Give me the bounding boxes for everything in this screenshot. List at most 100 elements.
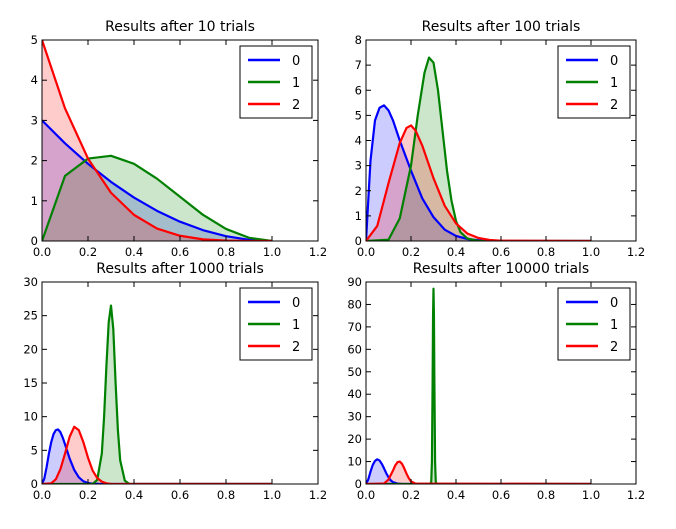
y-tick-label: 30 [23, 275, 38, 289]
series-2-line [42, 425, 272, 484]
x-tick-label: 0.6 [492, 245, 510, 259]
y-tick-label: 30 [347, 410, 362, 424]
subplot-1: 0.0 0.2 0.4 0.6 0.8 1.0 1.2 0 1 2 3 4 5 6 7 8 Results af… [355, 19, 645, 259]
x-tick-label: 0.6 [171, 245, 189, 259]
subplot-2: 0.0 0.2 0.4 0.6 0.8 1.0 1.2051015202530Results… [23, 261, 327, 502]
subplot-3: 0.0 0.2 0.4 0.6 0.8 1.0 1.20102030405060708090… [347, 261, 645, 502]
y-tick-label: 2 [31, 154, 38, 168]
x-tick-label: 0.4 [125, 245, 143, 259]
legend: 0 1 2 [557, 45, 631, 119]
plot-area [366, 287, 592, 484]
chart-title: Results after 10 trials [105, 19, 255, 35]
legend: 0 1 2 [239, 45, 313, 119]
series-0-fill [42, 120, 272, 241]
legend-label-2: 2 [610, 98, 618, 113]
x-tick-label: 0.0 [33, 245, 51, 259]
series-2-line [366, 124, 592, 241]
x-tick-label: 0.0 [33, 488, 51, 502]
x-tick-label: 0.4 [447, 488, 465, 502]
legend-label-1: 1 [292, 76, 300, 91]
x-tick-label: 0.4 [125, 488, 143, 502]
series-0-line [42, 119, 273, 241]
y-tick-label: 15 [23, 376, 38, 390]
x-tick-label: 0.4 [447, 245, 465, 259]
x-tick-label: 1.2 [309, 245, 327, 259]
y-tick-label: 20 [23, 342, 38, 356]
series-1-fill [366, 57, 591, 241]
y-tick-label: 0 [31, 477, 38, 491]
series-2-fill [366, 461, 591, 484]
x-tick-label: 0.6 [171, 488, 189, 502]
series-2-fill [42, 40, 272, 241]
x-tick-label: 0.8 [537, 245, 555, 259]
x-tick-label: 0.2 [79, 245, 97, 259]
x-tick-label: 1.0 [582, 245, 600, 259]
x-tick-label: 1.2 [627, 488, 645, 502]
y-tick-label: 25 [23, 309, 38, 323]
subplot-0: 0.0 0.2 0.4 0.6 0.8 1.0 1.2 0 1 2 3 4 5 Results after… [31, 19, 327, 259]
x-tick-label: 0.0 [357, 245, 375, 259]
x-tick-label: 1.0 [263, 245, 281, 259]
y-tick-label: 40 [347, 387, 362, 401]
y-tick-label: 7 [355, 58, 362, 72]
chart-title: Results after 10000 trials [413, 261, 589, 277]
series-1-line [42, 154, 273, 241]
legend-label-2: 2 [292, 340, 300, 355]
x-tick-label: 1.0 [263, 488, 281, 502]
x-tick-label: 0.6 [492, 488, 510, 502]
legend-label-0: 0 [610, 296, 618, 311]
series-0-fill [366, 105, 591, 241]
y-tick-label: 60 [347, 342, 362, 356]
x-tick-label: 0.2 [79, 488, 97, 502]
legend-label-2: 2 [610, 340, 618, 355]
x-tick-label: 1.0 [582, 488, 600, 502]
y-tick-label: 1 [355, 209, 362, 223]
y-tick-label: 5 [355, 108, 362, 122]
y-tick-label: 10 [23, 410, 38, 424]
y-tick-label: 6 [355, 83, 362, 97]
legend-label-1: 1 [292, 318, 300, 333]
legend-label-1: 1 [610, 76, 618, 91]
x-tick-label: 1.2 [627, 245, 645, 259]
y-tick-label: 3 [355, 159, 362, 173]
chart-title: Results after 1000 trials [96, 261, 264, 277]
x-tick-label: 0.0 [357, 488, 375, 502]
series-1-line [366, 287, 591, 484]
y-tick-label: 50 [347, 365, 362, 379]
y-tick-label: 0 [355, 234, 362, 248]
y-tick-label: 4 [31, 73, 38, 87]
plot-area [366, 56, 592, 241]
x-tick-label: 0.2 [402, 245, 420, 259]
y-tick-label: 70 [347, 320, 362, 334]
legend: 0 1 2 [239, 287, 313, 361]
y-tick-label: 10 [347, 455, 362, 469]
x-tick-label: 1.2 [309, 488, 327, 502]
y-tick-label: 5 [31, 443, 38, 457]
y-tick-label: 0 [31, 234, 38, 248]
legend: 0 1 2 [557, 287, 631, 361]
series-2-fill [366, 125, 591, 241]
series-2-fill [42, 426, 272, 484]
plot-area [42, 40, 273, 241]
series-1-fill [366, 288, 591, 484]
legend-label-1: 1 [610, 318, 618, 333]
y-tick-label: 2 [355, 184, 362, 198]
y-tick-label: 4 [355, 134, 362, 148]
legend-label-0: 0 [292, 296, 300, 311]
y-tick-label: 3 [31, 113, 38, 127]
legend-label-2: 2 [292, 98, 300, 113]
chart-title: Results after 100 trials [422, 19, 581, 35]
y-tick-label: 1 [31, 194, 38, 208]
x-tick-label: 0.8 [217, 245, 235, 259]
x-tick-label: 0.8 [537, 488, 555, 502]
series-1-line [366, 56, 591, 241]
series-0-line [366, 458, 591, 484]
y-tick-label: 8 [355, 33, 362, 47]
legend-label-0: 0 [610, 54, 618, 69]
x-tick-label: 0.8 [217, 488, 235, 502]
legend-label-0: 0 [292, 54, 300, 69]
y-tick-label: 5 [31, 33, 38, 47]
x-tick-label: 0.2 [402, 488, 420, 502]
